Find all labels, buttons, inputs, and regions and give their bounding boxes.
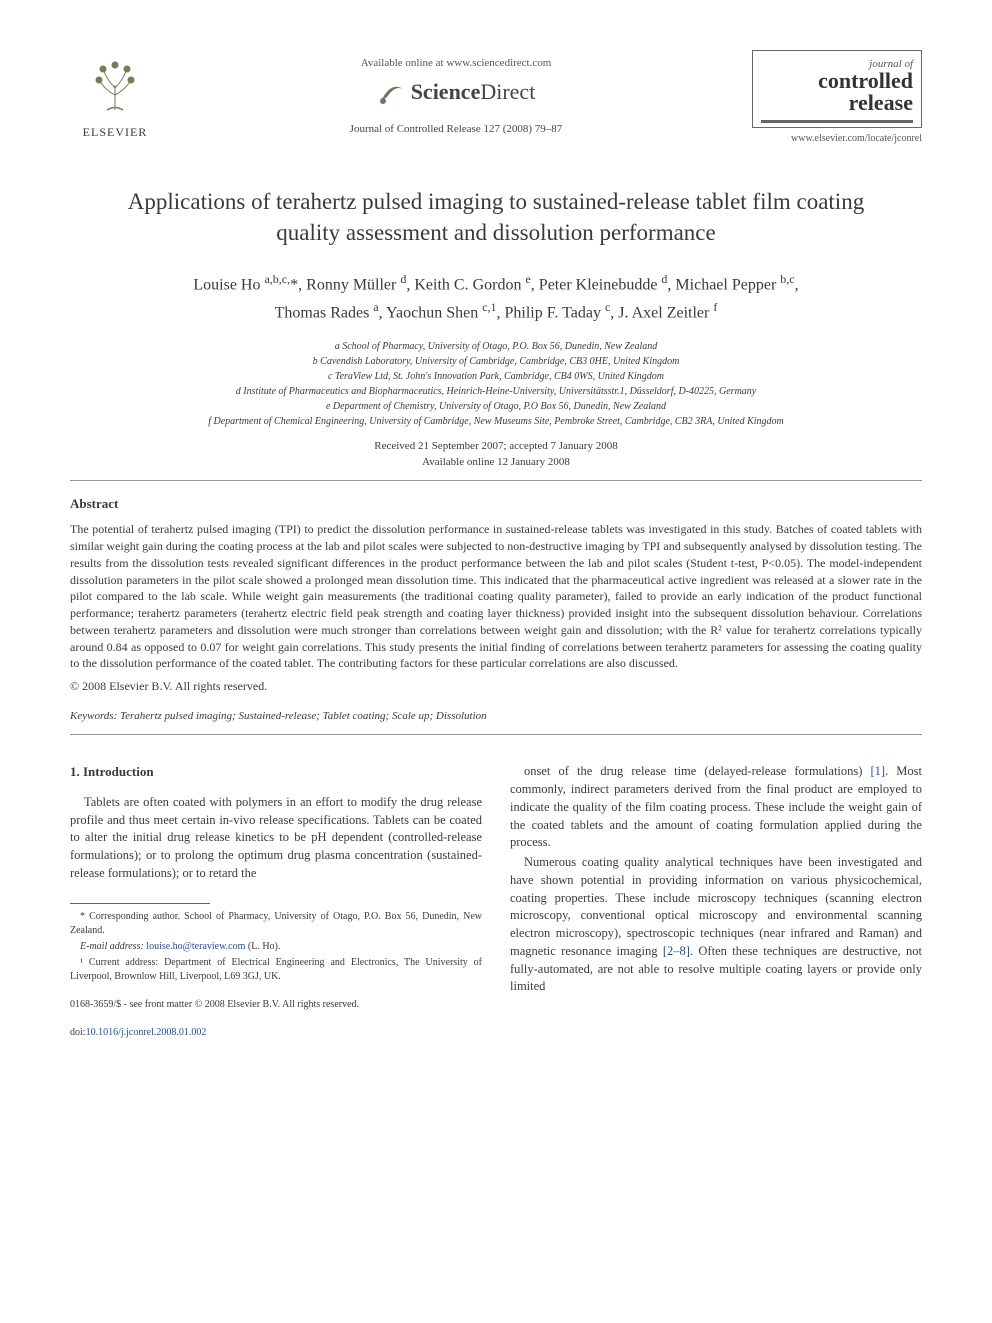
email-link[interactable]: louise.ho@teraview.com bbox=[146, 941, 245, 952]
intro-paragraph-1-cont: onset of the drug release time (delayed-… bbox=[510, 763, 922, 852]
abstract-text: The potential of terahertz pulsed imagin… bbox=[70, 522, 922, 670]
email-tail: (L. Ho). bbox=[245, 941, 280, 952]
elsevier-logo-block: ELSEVIER bbox=[70, 50, 160, 141]
keywords-text: Terahertz pulsed imaging; Sustained-rele… bbox=[120, 710, 487, 722]
article-dates: Received 21 September 2007; accepted 7 J… bbox=[70, 439, 922, 470]
footnote-email: E-mail address: louise.ho@teraview.com (… bbox=[70, 940, 482, 954]
divider-top bbox=[70, 480, 922, 481]
authors-list: Louise Ho a,b,c,*, Ronny Müller d, Keith… bbox=[70, 270, 922, 325]
journal-reference: Journal of Controlled Release 127 (2008)… bbox=[160, 122, 752, 137]
affiliation-b: b Cavendish Laboratory, University of Ca… bbox=[70, 354, 922, 369]
divider-bottom bbox=[70, 734, 922, 735]
doi-label: doi: bbox=[70, 1027, 86, 1038]
column-right: onset of the drug release time (delayed-… bbox=[510, 763, 922, 1040]
available-online-text: Available online at www.sciencedirect.co… bbox=[160, 56, 752, 71]
affiliation-e: e Department of Chemistry, University of… bbox=[70, 399, 922, 414]
abstract-heading: Abstract bbox=[70, 495, 922, 513]
article-title: Applications of terahertz pulsed imaging… bbox=[100, 186, 892, 248]
intro-paragraph-1: Tablets are often coated with polymers i… bbox=[70, 794, 482, 883]
abstract-copyright: © 2008 Elsevier B.V. All rights reserved… bbox=[70, 678, 922, 695]
elsevier-label: ELSEVIER bbox=[70, 124, 160, 141]
dates-received: Received 21 September 2007; accepted 7 J… bbox=[70, 439, 922, 454]
doi-link[interactable]: 10.1016/j.jconrel.2008.01.002 bbox=[86, 1027, 207, 1038]
keywords-label: Keywords: bbox=[70, 710, 117, 722]
ref-link-1[interactable]: [1] bbox=[871, 764, 886, 778]
journal-logo-block: journal of controlled release bbox=[752, 50, 922, 128]
column-left: 1. Introduction Tablets are often coated… bbox=[70, 763, 482, 1040]
affiliation-a: a School of Pharmacy, University of Otag… bbox=[70, 339, 922, 354]
p2a: Numerous coating quality analytical tech… bbox=[510, 855, 922, 958]
footnote-corresponding: * Corresponding author. School of Pharma… bbox=[70, 910, 482, 938]
journal-url: www.elsevier.com/locate/jconrel bbox=[752, 132, 922, 146]
journal-logo-wrap: journal of controlled release www.elsevi… bbox=[752, 50, 922, 146]
body-columns: 1. Introduction Tablets are often coated… bbox=[70, 763, 922, 1040]
affiliation-d: d Institute of Pharmaceutics and Biophar… bbox=[70, 384, 922, 399]
elsevier-tree-icon bbox=[80, 50, 150, 120]
footnotes: * Corresponding author. School of Pharma… bbox=[70, 910, 482, 984]
sciencedirect-logo: ScienceDirect bbox=[160, 77, 752, 108]
header-row: ELSEVIER Available online at www.science… bbox=[70, 50, 922, 146]
journal-name-line1: controlled bbox=[818, 70, 913, 92]
affiliation-f: f Department of Chemical Engineering, Un… bbox=[70, 414, 922, 429]
abstract-body: The potential of terahertz pulsed imagin… bbox=[70, 521, 922, 672]
footnote-current-address: ¹ Current address: Department of Electri… bbox=[70, 956, 482, 984]
affiliation-c: c TeraView Ltd, St. John's Innovation Pa… bbox=[70, 369, 922, 384]
ref-link-2-8[interactable]: [2–8] bbox=[663, 944, 690, 958]
p1a: onset of the drug release time (delayed-… bbox=[524, 764, 871, 778]
journal-name-line2: release bbox=[849, 92, 913, 114]
email-label: E-mail address: bbox=[80, 941, 144, 952]
footer-issn: 0168-3659/$ - see front matter © 2008 El… bbox=[70, 998, 482, 1012]
dates-online: Available online 12 January 2008 bbox=[70, 455, 922, 470]
sd-light: Direct bbox=[480, 79, 535, 104]
footer-doi: doi:10.1016/j.jconrel.2008.01.002 bbox=[70, 1026, 482, 1040]
footnotes-rule bbox=[70, 903, 210, 904]
affiliations: a School of Pharmacy, University of Otag… bbox=[70, 339, 922, 429]
sciencedirect-text: ScienceDirect bbox=[411, 77, 536, 108]
journal-underline bbox=[761, 120, 913, 123]
keywords-line: Keywords: Terahertz pulsed imaging; Sust… bbox=[70, 709, 922, 724]
header-center: Available online at www.sciencedirect.co… bbox=[160, 50, 752, 138]
sd-bold: Science bbox=[411, 79, 481, 104]
sciencedirect-swoosh-icon bbox=[377, 79, 405, 107]
section-1-heading: 1. Introduction bbox=[70, 763, 482, 781]
intro-paragraph-2: Numerous coating quality analytical tech… bbox=[510, 854, 922, 996]
